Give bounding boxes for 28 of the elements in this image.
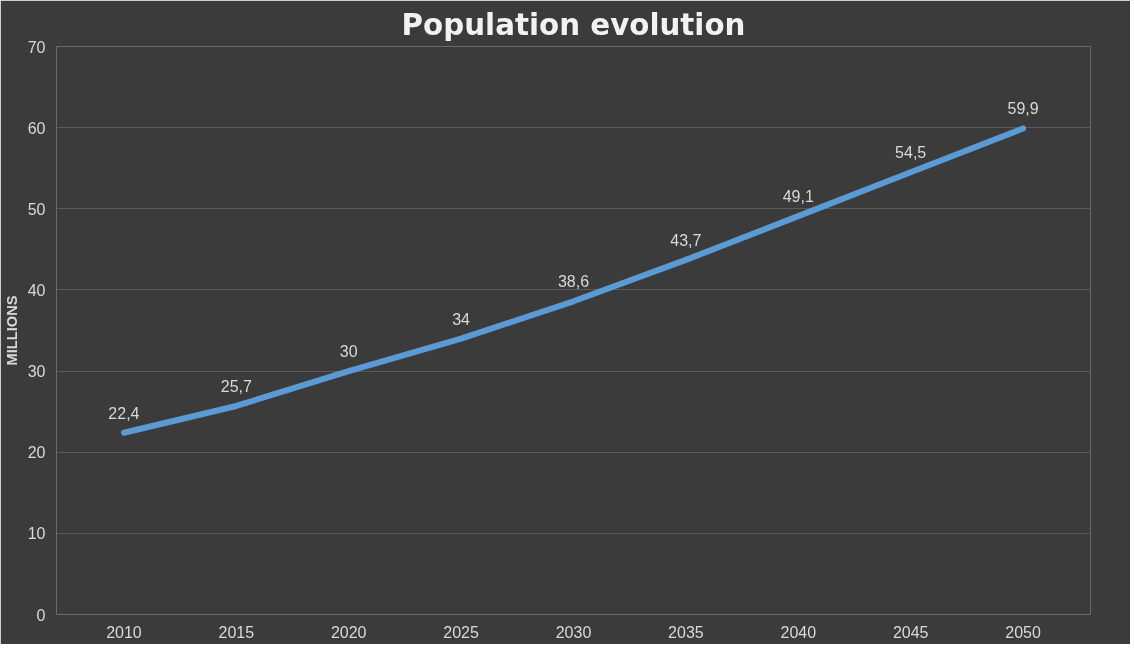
x-tick-label: 2025: [443, 623, 480, 641]
data-label: 49,1: [782, 188, 814, 206]
data-label: 43,7: [670, 231, 702, 249]
x-tick-label: 2045: [892, 623, 929, 641]
y-tick-label: 50: [27, 200, 46, 218]
x-tick-label: 2010: [106, 623, 142, 641]
data-label: 25,7: [220, 377, 252, 395]
y-tick-label: 0: [36, 606, 46, 624]
x-tick-label: 2035: [668, 623, 704, 641]
data-label: 54,5: [895, 144, 927, 162]
x-tick-label: 2020: [330, 623, 367, 641]
data-label: 59,9: [1007, 100, 1039, 118]
data-label: 38,6: [557, 273, 590, 291]
y-tick-label: 70: [27, 38, 46, 56]
y-tick-label: 30: [27, 363, 46, 381]
y-tick-label: 40: [27, 281, 46, 299]
y-tick-label: 10: [27, 525, 46, 543]
x-tick-label: 2030: [555, 623, 592, 641]
y-tick-label: 20: [27, 444, 46, 462]
data-label: 30: [339, 343, 358, 361]
y-tick-label: 60: [27, 119, 46, 137]
data-label: 34: [452, 310, 471, 328]
x-tick-label: 2040: [780, 623, 817, 641]
x-tick-label: 2050: [1005, 623, 1041, 641]
y-axis-title: MILLIONS: [3, 295, 20, 366]
x-tick-label: 2015: [218, 623, 255, 641]
data-label: 22,4: [108, 404, 140, 422]
chart-title: Population evolution: [401, 7, 746, 42]
